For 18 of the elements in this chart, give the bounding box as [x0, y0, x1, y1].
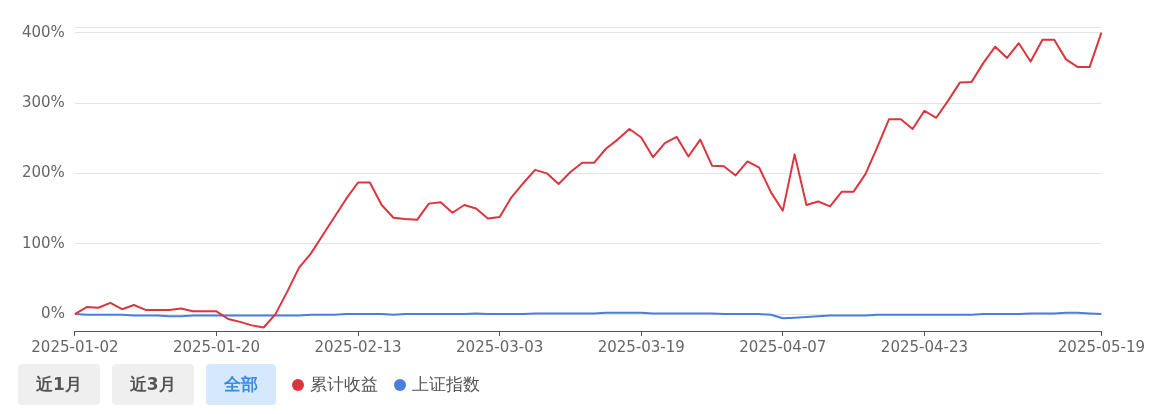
y-tick-label: 400%	[21, 22, 65, 41]
x-tick-label: 2025-02-13	[314, 337, 402, 356]
filter-button: 全部	[205, 364, 276, 405]
x-tick-label: 2025-05-19	[1057, 337, 1146, 356]
legend-label: 累计收益	[309, 373, 378, 396]
x-tick-label: 2025-03-19	[597, 337, 685, 356]
y-tick-label: 200%	[21, 163, 65, 182]
x-tick-label: 2025-01-02	[31, 337, 119, 356]
x-tick-label: 2025-04-23	[880, 337, 969, 356]
x-tick-label: 2025-03-03	[456, 337, 544, 356]
legend-label: 上证指数	[411, 373, 480, 396]
y-tick-label: 300%	[21, 92, 65, 111]
x-tick-label: 2025-01-20	[172, 337, 261, 356]
y-tick-label: 100%	[21, 233, 65, 252]
filter-button: 近3月	[111, 364, 194, 405]
y-tick-label: 0%	[41, 304, 65, 322]
filter-button: 近1月	[18, 364, 100, 405]
x-tick-label: 2025-04-07	[739, 337, 827, 356]
